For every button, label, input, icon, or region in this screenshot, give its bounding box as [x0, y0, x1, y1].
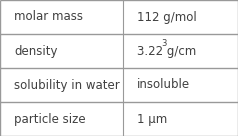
Text: 3: 3 — [162, 39, 167, 48]
Text: density: density — [14, 44, 58, 58]
Text: 3.22 g/cm: 3.22 g/cm — [137, 44, 196, 58]
Text: 112 g/mol: 112 g/mol — [137, 10, 197, 24]
Text: 1 μm: 1 μm — [137, 112, 167, 126]
Text: insoluble: insoluble — [137, 78, 190, 92]
Text: particle size: particle size — [14, 112, 86, 126]
Text: solubility in water: solubility in water — [14, 78, 120, 92]
Text: molar mass: molar mass — [14, 10, 83, 24]
